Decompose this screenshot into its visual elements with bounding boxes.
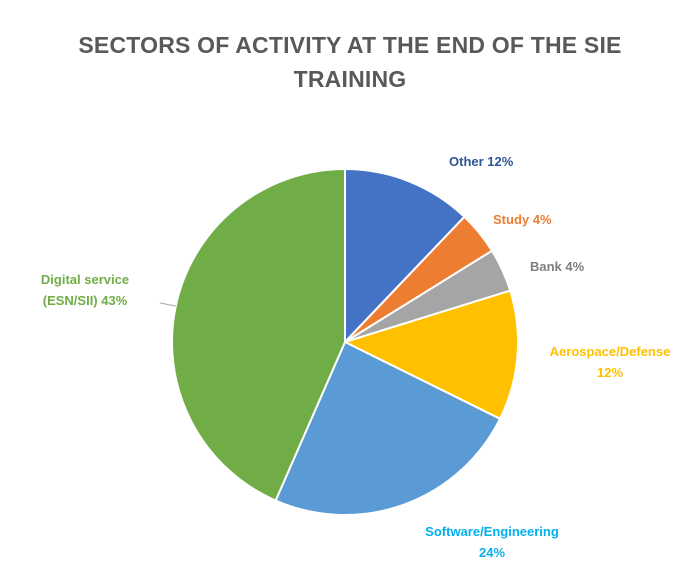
slice-label-digital-service: Digital service (ESN/SII) 43% [10,269,160,311]
pie-slice-software-engineering [274,341,502,516]
slice-label-line: Study 4% [493,212,552,227]
slice-label-line: Digital service [40,272,130,287]
pie-slice-digital-service-esn-sii [171,168,346,502]
slice-label-other: Other 12% [449,151,513,172]
slice-label-study: Study 4% [493,209,552,230]
chart-title: SECTORS OF ACTIVITY AT THE END OF THE SI… [0,28,700,96]
chart-title-line-2: TRAINING [293,66,407,92]
slice-label-line: Other 12% [449,154,514,169]
slice-label-line: 12% [596,365,624,380]
slice-label-line: Aerospace/Defense [549,344,671,359]
leader-line-digital-service [159,302,177,307]
slice-label-aerospace-defense: Aerospace/Defense 12% [540,341,680,383]
chart-title-line-1: SECTORS OF ACTIVITY AT THE END OF THE SI… [78,32,622,58]
pie-slice-aerospace-defense [344,289,519,420]
slice-label-bank: Bank 4% [530,256,584,277]
slice-label-line: (ESN/SII) 43% [42,293,128,308]
slice-label-line: 24% [478,545,506,560]
slice-label-line: Bank 4% [530,259,585,274]
slice-label-software-engineering: Software/Engineering 24% [412,521,572,563]
pie-slice-other [344,168,466,343]
slice-label-line: Software/Engineering [425,524,559,539]
